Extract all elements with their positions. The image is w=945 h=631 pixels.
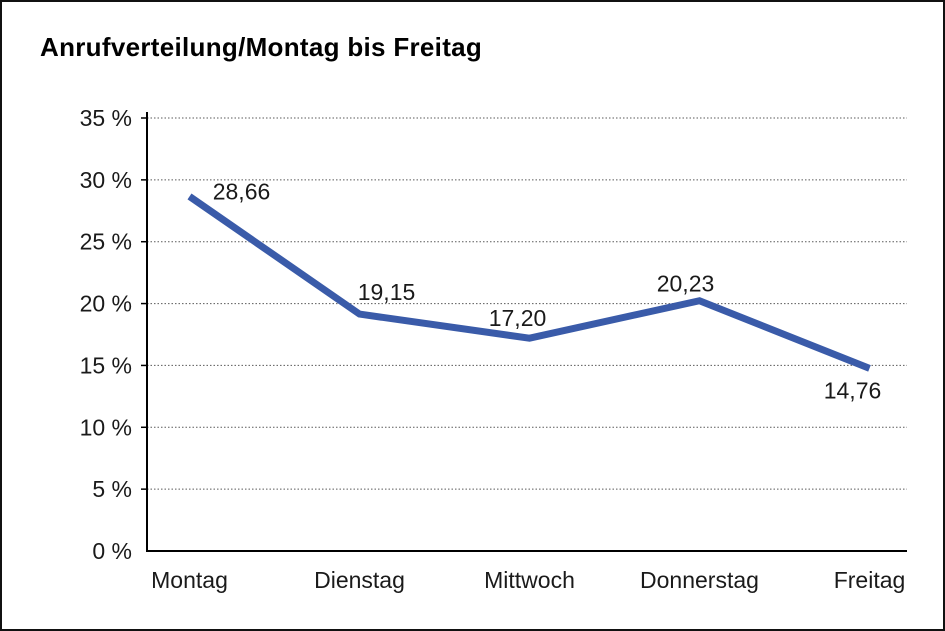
y-tick-label: 5 %: [92, 476, 132, 502]
y-tick-label: 10 %: [80, 414, 132, 440]
point-label: 14,76: [824, 377, 882, 403]
x-tick-label: Freitag: [834, 567, 906, 593]
y-tick-label: 35 %: [80, 105, 132, 131]
x-tick-label: Montag: [151, 567, 228, 593]
x-tick-label: Donnerstag: [640, 567, 759, 593]
x-tick-label: Mittwoch: [484, 567, 575, 593]
point-label: 28,66: [213, 178, 271, 204]
x-tick-label: Dienstag: [314, 567, 405, 593]
chart-title: Anrufverteilung/Montag bis Freitag: [40, 32, 483, 62]
data-line: [187, 193, 871, 372]
y-tick-label: 25 %: [80, 229, 132, 255]
point-label: 19,15: [358, 279, 416, 305]
y-tick-label: 20 %: [80, 291, 132, 317]
point-label: 20,23: [657, 271, 715, 297]
y-tick-label: 0 %: [92, 538, 132, 564]
point-label: 17,20: [489, 305, 547, 331]
y-tick-label: 30 %: [80, 167, 132, 193]
y-tick-label: 15 %: [80, 352, 132, 378]
